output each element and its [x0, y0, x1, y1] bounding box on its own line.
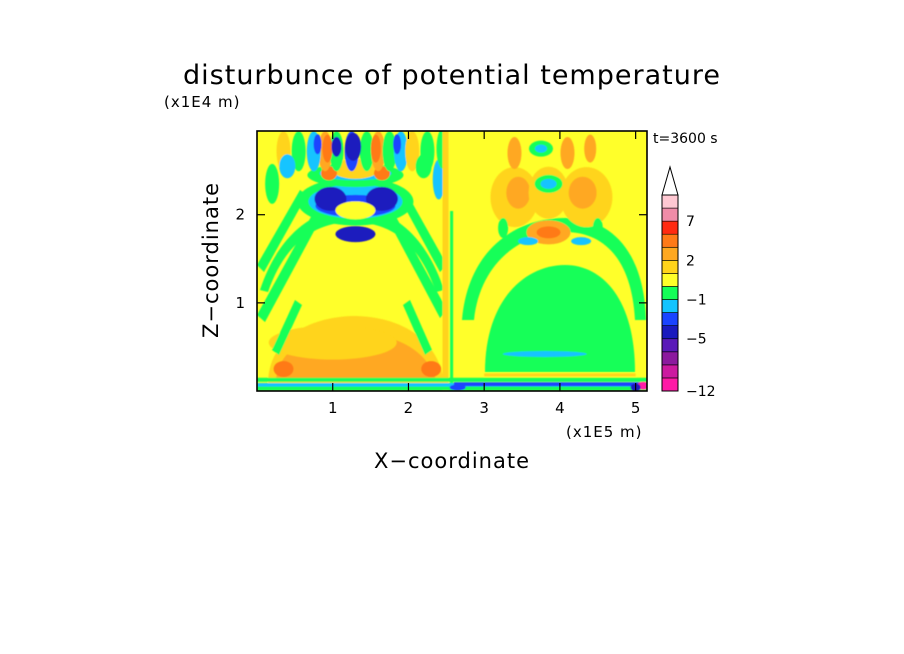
colorbar-swatch [661, 233, 679, 248]
divider-band [442, 131, 449, 391]
contour-cell [507, 137, 522, 170]
right-cold-cell [540, 178, 557, 189]
contour-cell [273, 360, 294, 377]
contour-cell [536, 226, 561, 239]
colorbar-swatch [661, 338, 679, 353]
contour-cell [421, 360, 442, 377]
y-unit-label: (x1E4 m) [164, 93, 241, 111]
y-tick-label: 1 [235, 294, 245, 312]
colorbar-label: −5 [686, 332, 707, 348]
upper-cold-core [345, 132, 362, 161]
upper-cell [382, 131, 397, 172]
lower-warm-inner [268, 325, 397, 360]
colorbar-label: 2 [686, 253, 695, 269]
colorbar-swatch [661, 312, 679, 326]
x-tick-label: 5 [631, 399, 641, 417]
contour-cell [571, 237, 592, 246]
contour-cell [498, 217, 509, 238]
colorbar [661, 165, 679, 392]
contour-cell [560, 137, 575, 170]
surface-strip [257, 377, 647, 382]
x-tick-label: 4 [555, 399, 565, 417]
upper-cold-core [331, 136, 342, 157]
chart-title: disturbunce of potential temperature [183, 60, 721, 91]
contour-band [272, 300, 302, 355]
surface-strip [453, 382, 644, 387]
contour-cell [534, 144, 547, 153]
x-tick-label: 1 [328, 399, 338, 417]
colorbar-extend-arrow [661, 165, 679, 196]
contour-cell [313, 134, 322, 155]
surface-strip [484, 373, 636, 377]
upper-cell [405, 131, 420, 172]
colorbar-swatch [661, 207, 679, 222]
colorbar-label: −1 [686, 293, 707, 309]
right-cyan-streak [502, 350, 587, 357]
plot-frame [256, 130, 648, 392]
y-tick-label: 2 [235, 206, 245, 224]
colorbar-swatch [661, 377, 679, 392]
y-axis-title: Z−coordinate [199, 182, 223, 338]
contour-cell [335, 201, 376, 220]
contour-strip [450, 211, 454, 391]
colorbar-label: 7 [686, 214, 695, 230]
contour-cell [432, 159, 445, 200]
x-axis: 1 2 3 4 5 [328, 131, 640, 417]
x-tick-label: 3 [479, 399, 489, 417]
colorbar-swatch [661, 325, 679, 340]
contour-band [388, 215, 447, 318]
surface-strip [257, 383, 647, 388]
contour-cell [449, 384, 466, 391]
upper-cell [291, 131, 306, 172]
right-green-dome [485, 265, 635, 372]
contour-cell [335, 226, 376, 243]
contour-cell [279, 154, 296, 179]
contour-cell [568, 176, 597, 209]
contour-band [403, 300, 432, 355]
contour-cell [265, 163, 280, 204]
colorbar-labels: 7 2 −1 −5 −12 [686, 214, 716, 400]
colorbar-swatch [661, 194, 679, 209]
time-label: t=3600 s [653, 131, 718, 147]
contour-band [257, 215, 320, 322]
contour-field [257, 131, 647, 391]
upper-warm-core [370, 134, 381, 163]
mid-cold-lobe-right [365, 186, 398, 211]
contour-band [398, 190, 447, 272]
colorbar-label: −12 [686, 384, 716, 400]
x-tick-label: 2 [404, 399, 414, 417]
colorbar-frame [661, 194, 679, 392]
colorbar-swatch [661, 260, 679, 274]
contour-cell [393, 134, 402, 155]
contour-cell [584, 134, 597, 163]
mid-cold-lobe-left [314, 186, 347, 211]
contour-cell [592, 217, 603, 238]
colorbar-swatch [661, 299, 679, 313]
x-axis-title: X−coordinate [374, 449, 530, 473]
contour-cell [518, 237, 539, 246]
contour-cell [506, 176, 531, 209]
colorbar-swatch [661, 286, 679, 300]
colorbar-swatch [661, 364, 679, 379]
colorbar-swatch [661, 220, 679, 235]
colorbar-swatch [661, 351, 679, 366]
upper-cell [359, 131, 374, 172]
x-unit-label: (x1E5 m) [566, 423, 643, 441]
right-green-arc [462, 218, 646, 320]
y-axis: 12 [235, 206, 647, 312]
colorbar-swatch [661, 273, 679, 287]
contour-cell [415, 154, 432, 179]
contour-band [257, 190, 307, 272]
colorbar-swatch [661, 246, 679, 261]
upper-warm-core [322, 134, 333, 163]
